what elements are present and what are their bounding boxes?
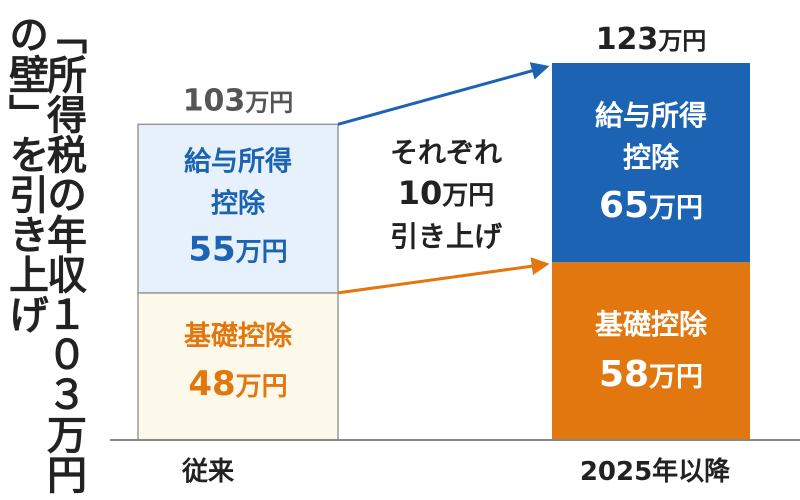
new-basic-value: 58万円 — [599, 354, 703, 395]
old-basic-label: 基礎控除 — [184, 320, 293, 352]
old-employment-label-line1: 給与所得 — [184, 145, 292, 177]
old-employment-value: 55万円 — [188, 229, 287, 269]
category-label-old: 従来 — [181, 457, 235, 487]
chart-title-line2: の壁」を引き上げ — [2, 14, 48, 334]
category-label-new: 2025年以降 — [580, 456, 731, 487]
bar-old-employment-deduction — [137, 123, 339, 294]
new-employment-value: 65万円 — [599, 185, 703, 226]
new-basic-label: 基礎控除 — [595, 308, 708, 341]
new-employment-label-line1: 給与所得 — [595, 99, 707, 132]
annotation-line1: それぞれ — [390, 136, 502, 169]
chart-title-line1: 「所得税の年収１０３万円 — [40, 14, 86, 494]
annotation-line3: 引き上げ — [390, 220, 503, 253]
old-employment-label-line2: 控除 — [211, 187, 266, 219]
new-employment-label-line2: 控除 — [623, 141, 680, 174]
bar-new-employment-deduction — [552, 63, 750, 263]
arrow-basic-increase — [337, 257, 550, 295]
total-label-new: 123万円 — [596, 22, 707, 57]
bar-new-basic-deduction — [552, 262, 750, 440]
arrow-employment-increase — [337, 62, 550, 126]
total-label-old: 103万円 — [183, 83, 294, 118]
old-basic-value: 48万円 — [188, 364, 287, 404]
bar-old-basic-deduction — [137, 292, 339, 441]
annotation-amount: 10万円 — [398, 174, 495, 212]
